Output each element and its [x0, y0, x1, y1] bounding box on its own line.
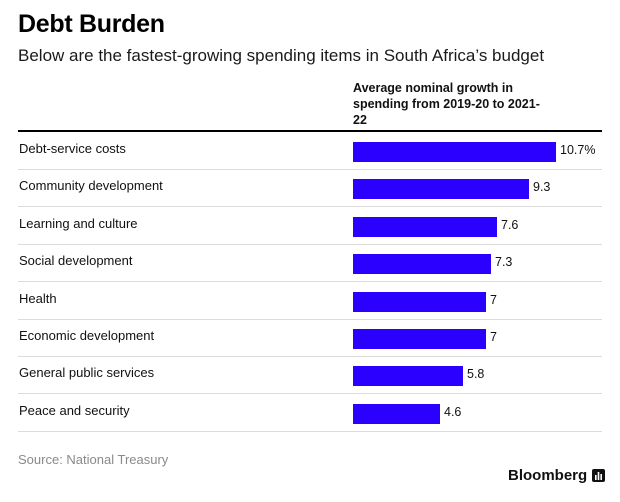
table-row: Peace and security 4.6 — [18, 394, 602, 432]
category-label: General public services — [19, 365, 155, 381]
brand-name: Bloomberg — [508, 467, 588, 484]
bar-value-label: 7 — [490, 292, 497, 307]
bar — [353, 403, 440, 424]
bloomberg-chart-icon — [592, 469, 606, 482]
bar-value-label: 7.3 — [495, 255, 513, 270]
bar — [353, 216, 497, 237]
bar — [353, 254, 491, 275]
table-row: Economic development 7 — [18, 319, 602, 357]
bar — [353, 291, 486, 312]
category-label: Peace and security — [19, 402, 130, 418]
bar — [353, 366, 463, 387]
bar — [353, 329, 486, 349]
table-row: Debt-service costs 10.7% — [18, 132, 602, 170]
table-row: Social development 7.3 — [18, 244, 602, 283]
bar-value-label: 4.6 — [444, 404, 462, 419]
source-note: Source: National Treasury — [18, 452, 169, 467]
category-label: Health — [19, 290, 57, 306]
table-row: General public services 5.8 — [18, 356, 602, 395]
bar-value-label: 9.3 — [533, 180, 551, 195]
category-label: Learning and culture — [19, 215, 138, 231]
bar — [353, 142, 556, 162]
bar-value-label: 7 — [490, 330, 497, 344]
bar — [353, 179, 529, 200]
table-row: Community development 9.3 — [18, 169, 602, 208]
bloomberg-logo: Bloomberg — [508, 467, 606, 484]
category-label: Debt-service costs — [19, 141, 126, 156]
chart-title: Debt Burden — [18, 10, 165, 38]
table-row: Learning and culture 7.6 — [18, 207, 602, 245]
column-header: Average nominal growth in spending from … — [353, 81, 540, 127]
category-label: Economic development — [19, 328, 155, 343]
category-label: Social development — [19, 253, 133, 269]
chart-subtitle: Below are the fastest-growing spending i… — [18, 46, 545, 65]
header-divider — [18, 130, 602, 132]
table-row: Health 7 — [18, 282, 602, 320]
category-label: Community development — [19, 178, 163, 194]
bar-value-label: 7.6 — [501, 217, 519, 232]
bar-value-label: 5.8 — [467, 367, 485, 382]
bar-value-label: 10.7% — [560, 143, 596, 157]
